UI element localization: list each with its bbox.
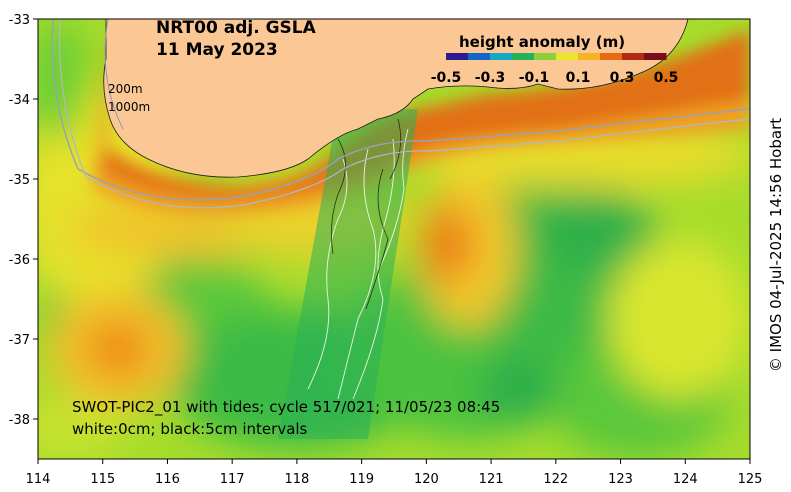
x-axis-ticks: 114 115 116 117 118 119 120 121 122 123 124 125 [26, 459, 763, 487]
map-frame[interactable]: NRT00 adj. GSLA 11 May 2023 200m 1000m h… [38, 19, 750, 459]
map-title-line2: 11 May 2023 [156, 40, 278, 60]
colorbar-tick-label: 0.5 [654, 70, 679, 86]
y-tick-label: -35 [9, 173, 30, 188]
colorbar [446, 53, 667, 60]
colorbar-tick-label: -0.1 [519, 70, 550, 86]
colorbar-segment [600, 53, 623, 60]
gsla-map: NRT00 adj. GSLA 11 May 2023 200m 1000m h… [38, 19, 750, 459]
x-tick-label: 125 [738, 472, 763, 487]
y-tick-label: -34 [9, 93, 30, 108]
colorbar-segment [512, 53, 535, 60]
x-tick-label: 114 [26, 472, 51, 487]
map-title-line1: NRT00 adj. GSLA [156, 19, 317, 38]
colorbar-title: height anomaly (m) [459, 33, 625, 51]
isobath-label-1000m: 1000m [108, 100, 150, 114]
colorbar-segment [622, 53, 645, 60]
x-tick-label: 117 [220, 472, 245, 487]
colorbar-segment [578, 53, 601, 60]
x-tick-label: 120 [414, 472, 439, 487]
swath-caption-line1: SWOT-PIC2_01 with tides; cycle 517/021; … [72, 398, 500, 417]
colorbar-segment [556, 53, 579, 60]
colorbar-segment [644, 53, 667, 60]
y-axis-ticks: -33 -34 -35 -36 -37 -38 [9, 13, 38, 428]
y-tick-label: -33 [9, 13, 30, 28]
swath-caption-line2: white:0cm; black:5cm intervals [72, 420, 308, 438]
colorbar-tick-label: -0.3 [475, 70, 506, 86]
x-tick-label: 116 [155, 472, 180, 487]
x-tick-label: 121 [479, 472, 504, 487]
isobath-label-200m: 200m [108, 82, 143, 96]
y-tick-label: -36 [9, 253, 30, 268]
imos-credit: © IMOS 04-Jul-2025 14:56 Hobart [767, 117, 785, 373]
colorbar-tick-label: -0.5 [431, 70, 462, 86]
x-tick-label: 115 [90, 472, 115, 487]
x-tick-label: 122 [543, 472, 568, 487]
colorbar-segment [490, 53, 513, 60]
colorbar-segment [446, 53, 469, 60]
y-tick-label: -38 [9, 413, 30, 428]
colorbar-tick-label: 0.1 [566, 70, 591, 86]
colorbar-segment [468, 53, 491, 60]
x-tick-label: 118 [284, 472, 309, 487]
colorbar-tick-label: 0.3 [610, 70, 635, 86]
x-tick-label: 123 [608, 472, 633, 487]
x-tick-label: 124 [673, 472, 698, 487]
colorbar-segment [534, 53, 557, 60]
x-tick-label: 119 [349, 472, 374, 487]
y-tick-label: -37 [9, 333, 30, 348]
